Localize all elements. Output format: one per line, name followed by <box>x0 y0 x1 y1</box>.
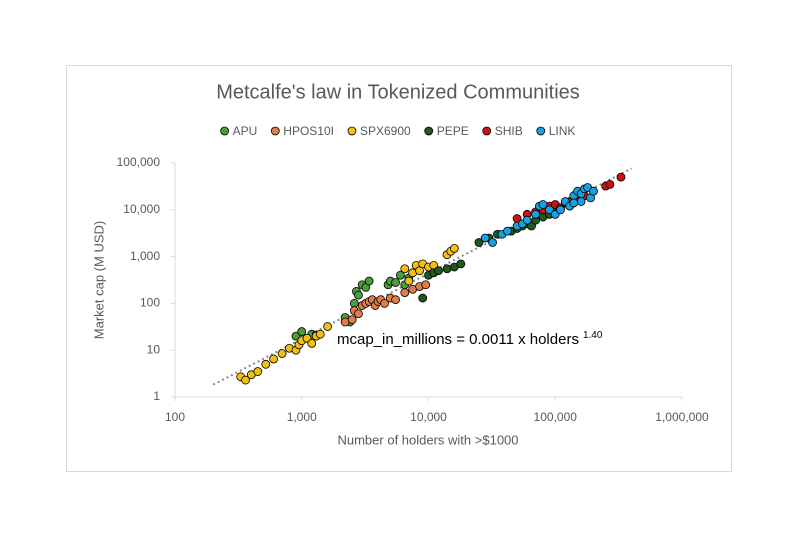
point <box>538 200 548 209</box>
chart-border <box>66 65 732 472</box>
point <box>277 349 287 358</box>
trendline <box>212 167 633 386</box>
point <box>421 280 431 290</box>
point <box>354 290 363 300</box>
legend-marker <box>424 126 434 136</box>
point <box>395 270 405 280</box>
legend-marker <box>347 126 357 136</box>
y-tick-label: 10,000 <box>123 202 160 216</box>
point <box>589 186 598 196</box>
point <box>349 298 359 308</box>
legend-marker <box>220 126 230 136</box>
x-tick-label: 10,000 <box>410 410 447 424</box>
annotation-text: mcap_in_millions = 0.0011 x holders <box>337 331 579 348</box>
point <box>434 266 443 276</box>
point <box>307 338 317 348</box>
point <box>269 354 279 364</box>
y-tick-label: 100 <box>140 296 160 310</box>
y-tick-label: 1,000 <box>130 249 160 263</box>
point <box>531 209 541 219</box>
x-axis-title: Number of holders with >$1000 <box>337 432 518 447</box>
point <box>253 367 263 376</box>
point <box>354 309 363 319</box>
y-tick-label: 100,000 <box>117 155 161 169</box>
point <box>488 238 497 247</box>
point <box>522 215 532 225</box>
point <box>400 288 410 298</box>
point <box>616 172 626 182</box>
point <box>605 179 615 189</box>
x-tick-label: 100,000 <box>534 410 578 424</box>
point <box>291 331 301 341</box>
legend-marker <box>270 126 280 136</box>
point <box>545 205 554 215</box>
point <box>418 293 428 303</box>
x-tick-label: 1,000,000 <box>655 410 709 424</box>
point <box>556 205 565 215</box>
point <box>347 315 357 325</box>
point <box>449 243 459 253</box>
annotation-exponent: 1.40 <box>583 330 603 341</box>
point <box>576 197 586 206</box>
point <box>400 264 410 274</box>
legend-label: LINK <box>549 124 576 138</box>
point <box>391 295 400 305</box>
legend-label: HPOS10I <box>283 124 334 138</box>
point <box>364 276 374 286</box>
point <box>391 278 400 287</box>
point <box>404 276 414 286</box>
chart-title: Metcalfe's law in Tokenized Communities <box>216 81 580 103</box>
legend-label: SPX6900 <box>360 124 411 138</box>
point <box>503 226 512 236</box>
y-tick-label: 1 <box>153 389 160 403</box>
point <box>456 259 466 269</box>
point <box>480 233 490 243</box>
y-axis-title: Market cap (M USD) <box>91 221 106 339</box>
y-tick-label: 10 <box>147 342 161 356</box>
point <box>297 327 307 336</box>
annotation: mcap_in_millions = 0.0011 x holders 1.40 <box>337 330 603 348</box>
legend-label: APU <box>233 124 258 138</box>
point <box>315 329 325 339</box>
point <box>569 198 579 208</box>
legend: APU HPOS10I SPX6900 PEPE SHIB LINK <box>220 124 576 138</box>
point <box>323 322 333 331</box>
point <box>261 359 271 369</box>
point <box>474 238 484 247</box>
point <box>380 298 389 308</box>
point <box>241 375 250 385</box>
legend-label: SHIB <box>495 124 523 138</box>
x-tick-label: 1,000 <box>287 410 317 424</box>
point <box>442 264 452 274</box>
legend-marker <box>536 126 546 136</box>
legend-label: PEPE <box>437 124 469 138</box>
x-tick-label: 100 <box>165 410 185 424</box>
legend-marker <box>482 126 492 136</box>
